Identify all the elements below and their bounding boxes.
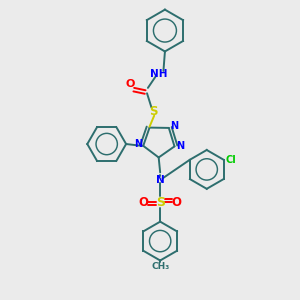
Text: N: N: [156, 175, 164, 185]
Text: NH: NH: [150, 69, 168, 79]
Text: CH₃: CH₃: [151, 262, 169, 271]
Text: O: O: [139, 196, 149, 209]
Text: O: O: [172, 196, 182, 209]
Text: Cl: Cl: [226, 155, 236, 165]
Text: N: N: [134, 140, 142, 149]
Text: N: N: [170, 122, 178, 131]
Text: S: S: [149, 105, 157, 118]
Text: O: O: [126, 79, 135, 89]
Text: N: N: [176, 141, 184, 152]
Text: S: S: [156, 196, 165, 209]
